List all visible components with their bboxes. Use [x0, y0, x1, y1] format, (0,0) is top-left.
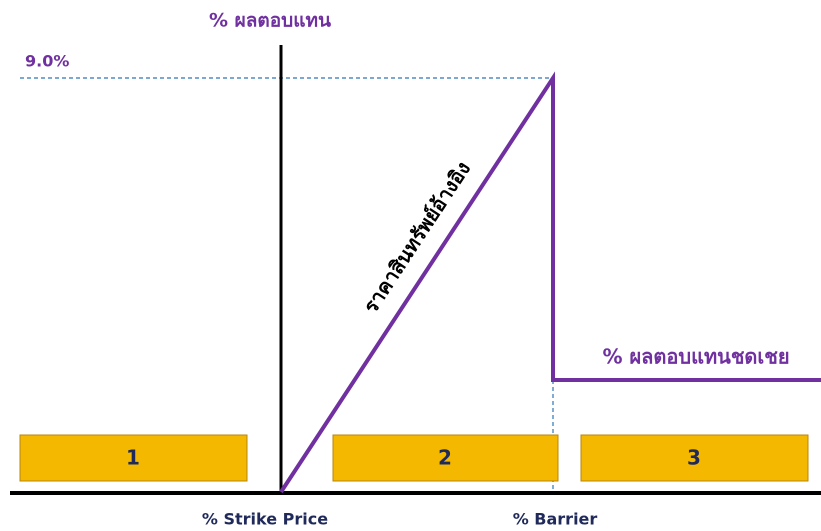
rebate-label: % ผลตอบแทนชดเชย [602, 345, 789, 369]
zone-label: 3 [687, 446, 701, 470]
y-axis-label: % ผลตอบแทน [209, 10, 331, 32]
payoff-line [279, 71, 821, 494]
zone-label: 2 [438, 446, 452, 470]
max-label: 9.0% [25, 52, 69, 71]
zone-box [332, 434, 559, 482]
x-label: % Strike Price [202, 510, 328, 529]
zone-label: 1 [126, 446, 140, 470]
line-label: ราคาสินทรัพย์อ้างอิง [358, 157, 475, 317]
zone-box [580, 434, 809, 482]
x-label: % Barrier [513, 510, 598, 529]
zone-box [19, 434, 248, 482]
